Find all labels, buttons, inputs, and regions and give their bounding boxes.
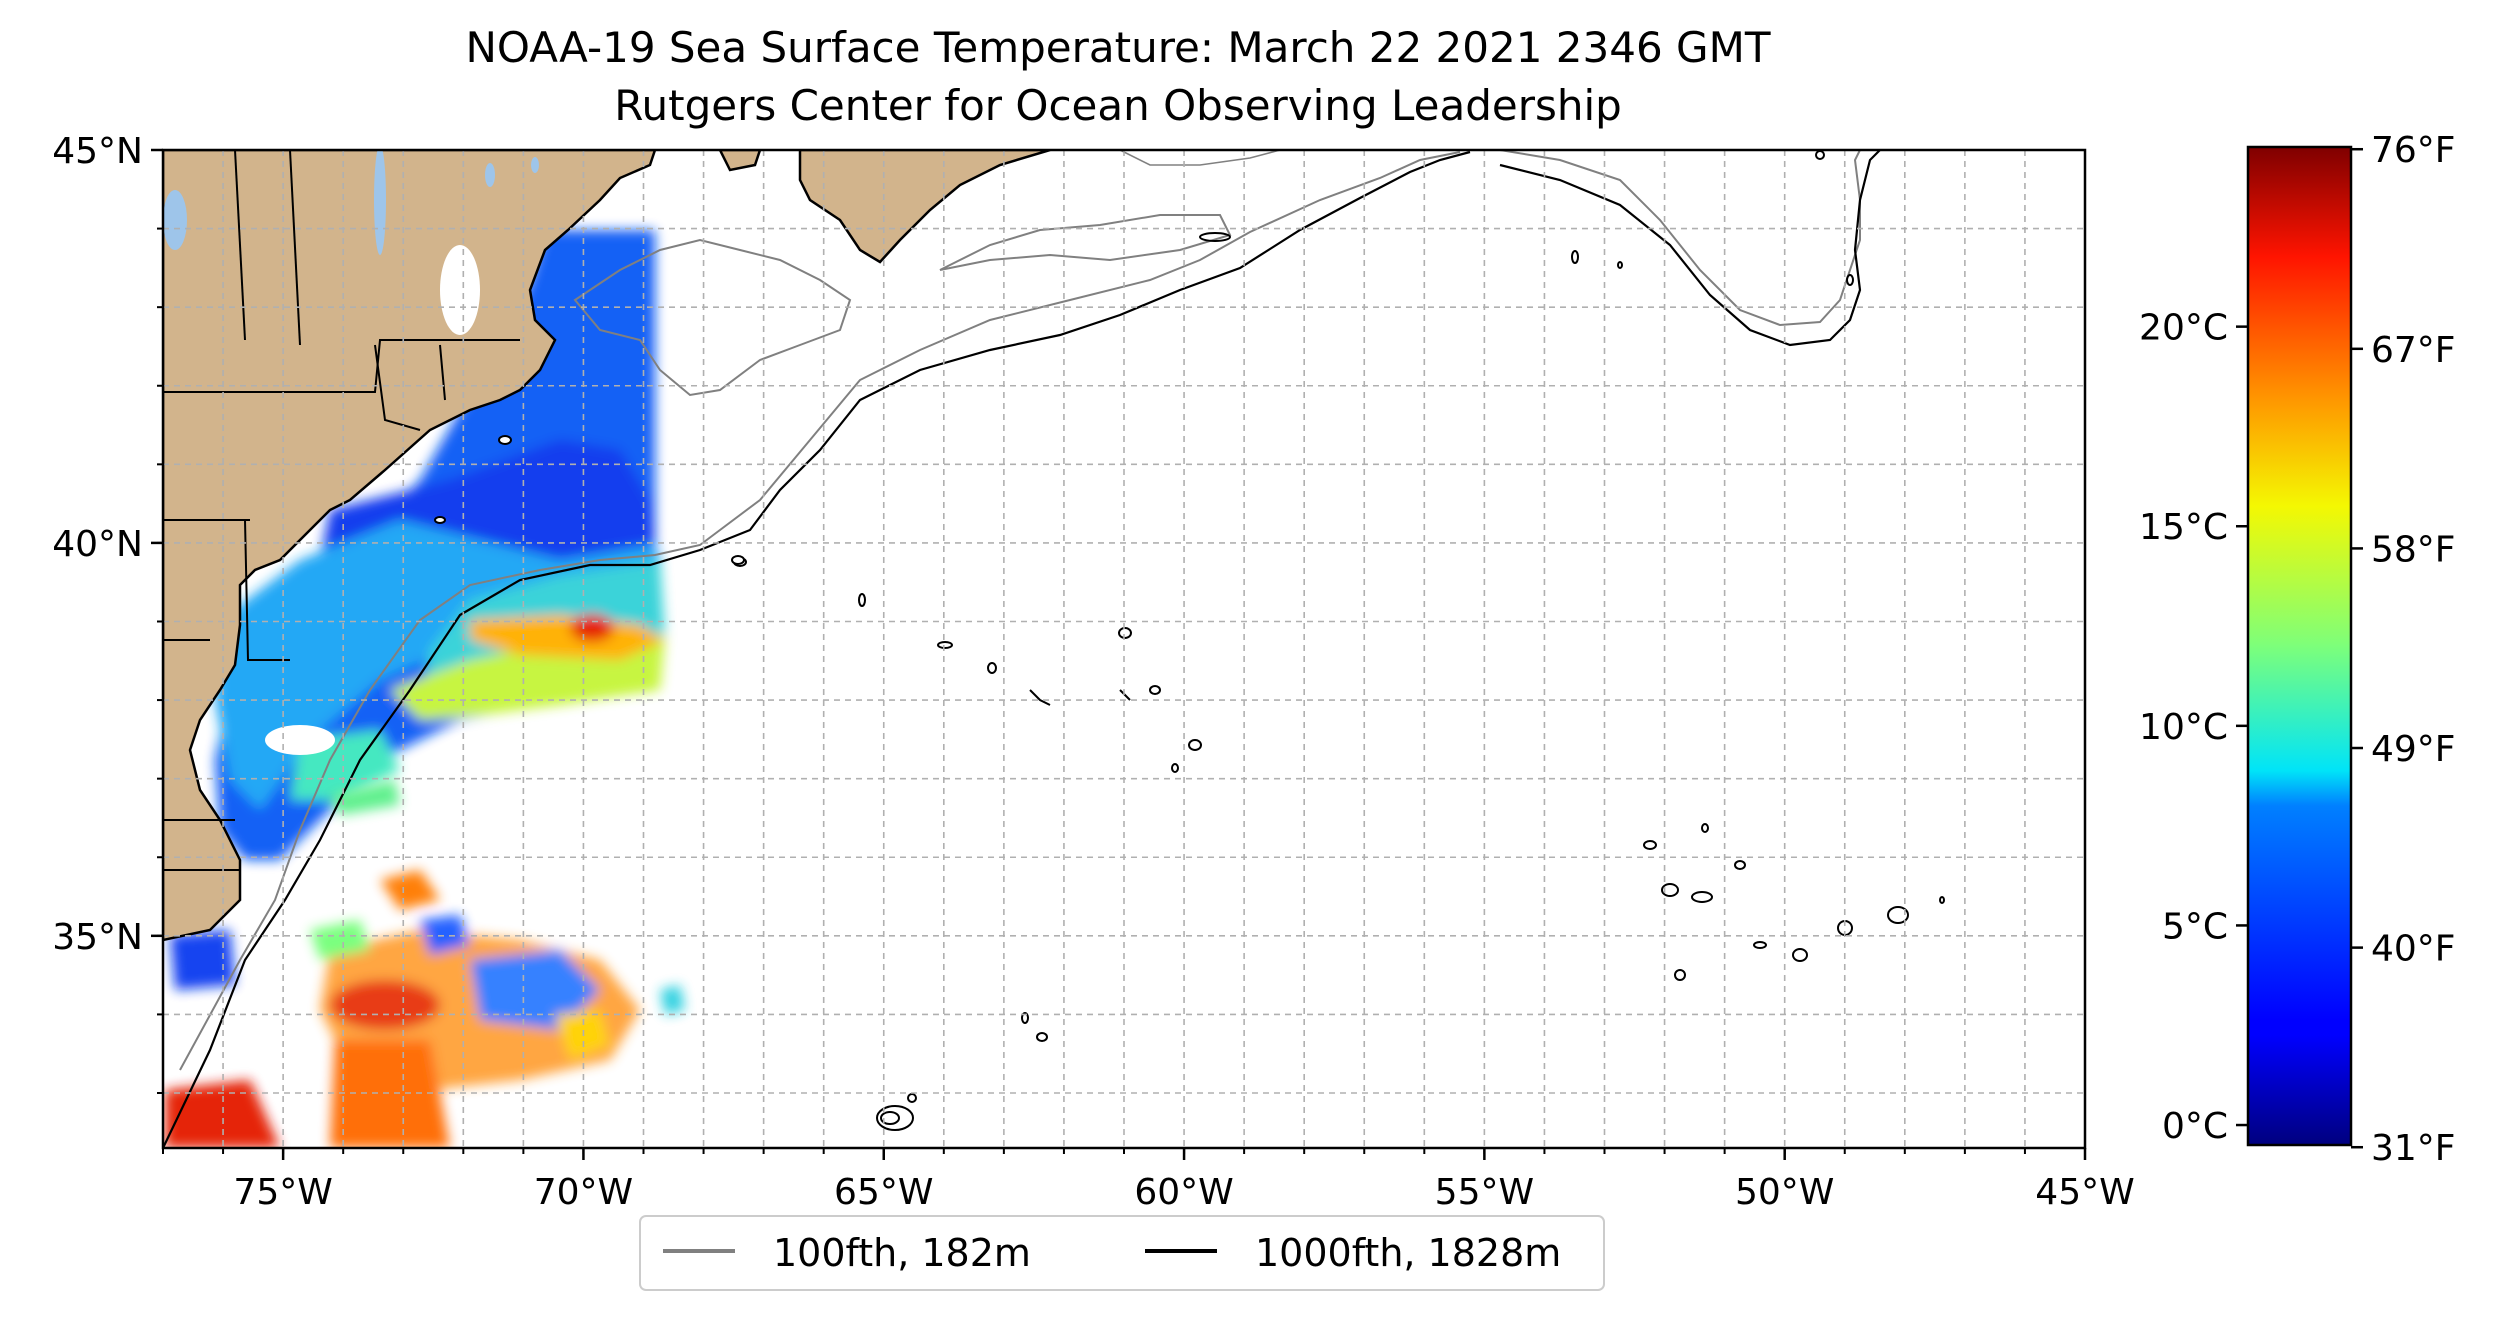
- colorbar-fahrenheit-label: 31°F: [2371, 1128, 2456, 1169]
- isobath-100fth-scotian: [939, 214, 1232, 271]
- colorbar-celsius-label: 0°C: [2162, 1106, 2228, 1147]
- legend: 100fth, 182m 1000fth, 1828m: [639, 1215, 1605, 1291]
- colorbar-celsius-ticks: 0°C 5°C 10°C 15°C 20°C: [2139, 308, 2248, 1147]
- colorbar-gradient: [2246, 145, 2353, 1147]
- latitude-labels: 45°N 40°N 35°N: [52, 131, 163, 958]
- legend-label-1000fth: 1000fth, 1828m: [1255, 1231, 1561, 1275]
- lon-tick-label: 65°W: [834, 1172, 933, 1213]
- lon-tick-label: 45°W: [2035, 1172, 2134, 1213]
- legend-label-100fth: 100fth, 182m: [773, 1231, 1031, 1275]
- colorbar-fahrenheit-label: 58°F: [2371, 529, 2456, 570]
- lat-tick-label: 45°N: [52, 131, 143, 172]
- lat-tick-label: 40°N: [52, 524, 143, 565]
- colorbar-celsius-label: 5°C: [2162, 906, 2228, 947]
- colorbar-celsius-label: 10°C: [2139, 707, 2228, 748]
- lon-tick-label: 55°W: [1435, 1172, 1534, 1213]
- title-line-2: Rutgers Center for Ocean Observing Leade…: [614, 81, 1622, 130]
- islands: [434, 435, 745, 565]
- state-borders: [163, 150, 520, 871]
- isobath-100fth-banks: [1119, 150, 1281, 166]
- legend-box: [639, 1215, 1605, 1291]
- title-line-1: NOAA-19 Sea Surface Temperature: March 2…: [466, 23, 1771, 72]
- map-panel: [163, 150, 2085, 1148]
- lon-tick-label: 60°W: [1134, 1172, 1233, 1213]
- land: [163, 150, 1051, 942]
- lat-tick-label: 35°N: [52, 917, 143, 958]
- isobath-1000fth: [163, 150, 1881, 1148]
- longitude-labels: 75°W 70°W 65°W 60°W 55°W 50°W 45°W: [233, 1148, 2135, 1213]
- lon-tick-label: 50°W: [1735, 1172, 1834, 1213]
- colorbar-fahrenheit-label: 76°F: [2371, 130, 2456, 171]
- seamounts: [733, 150, 1945, 1131]
- lon-tick-label: 70°W: [534, 1172, 633, 1213]
- colorbar-fahrenheit-label: 49°F: [2371, 729, 2456, 770]
- colorbar: 0°C 5°C 10°C 15°C 20°C 31°F 40°F 49°F 58°F 67°F 7…: [2139, 130, 2455, 1169]
- colorbar-fahrenheit-label: 67°F: [2371, 330, 2456, 371]
- isobath-100fth-gulf: [573, 238, 852, 397]
- gridlines: [163, 150, 2085, 1148]
- colorbar-fahrenheit-ticks: 31°F 40°F 49°F 58°F 67°F 76°F: [2351, 130, 2456, 1169]
- colorbar-celsius-label: 15°C: [2139, 507, 2228, 548]
- lon-tick-label: 75°W: [233, 1172, 332, 1213]
- colorbar-celsius-label: 20°C: [2139, 308, 2228, 349]
- colorbar-fahrenheit-label: 40°F: [2371, 929, 2456, 970]
